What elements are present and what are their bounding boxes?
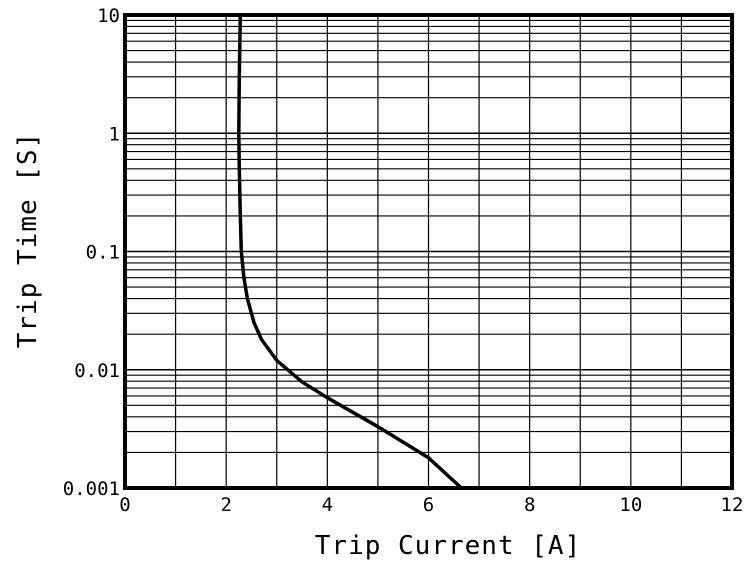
- x-tick-label: 4: [322, 494, 333, 516]
- x-tick-label: 8: [524, 494, 535, 516]
- x-tick-label: 0: [119, 494, 130, 516]
- x-axis-label: Trip Current [A]: [315, 531, 581, 561]
- grid-major: [125, 132, 732, 371]
- y-tick-label: 0.01: [74, 360, 120, 382]
- x-tick-label: 10: [619, 494, 642, 516]
- series-line: [237, 14, 463, 490]
- x-tick-labels: 0 2 4 6 8 10 12: [119, 494, 743, 516]
- x-tick-label: 12: [721, 494, 744, 516]
- x-tick-label: 2: [220, 494, 231, 516]
- y-tick-label: 10: [97, 5, 120, 27]
- y-tick-label: 0.1: [86, 242, 120, 264]
- y-tick-labels: 0.001 0.01 0.1 1 10: [63, 5, 120, 500]
- y-tick-label: 1: [109, 123, 120, 145]
- x-tick-label: 6: [423, 494, 434, 516]
- y-axis-label: Trip Time [S]: [13, 132, 43, 349]
- y-tick-label: 0.001: [63, 478, 120, 500]
- plot-frame: [123, 13, 734, 490]
- grid-minor: [125, 15, 732, 488]
